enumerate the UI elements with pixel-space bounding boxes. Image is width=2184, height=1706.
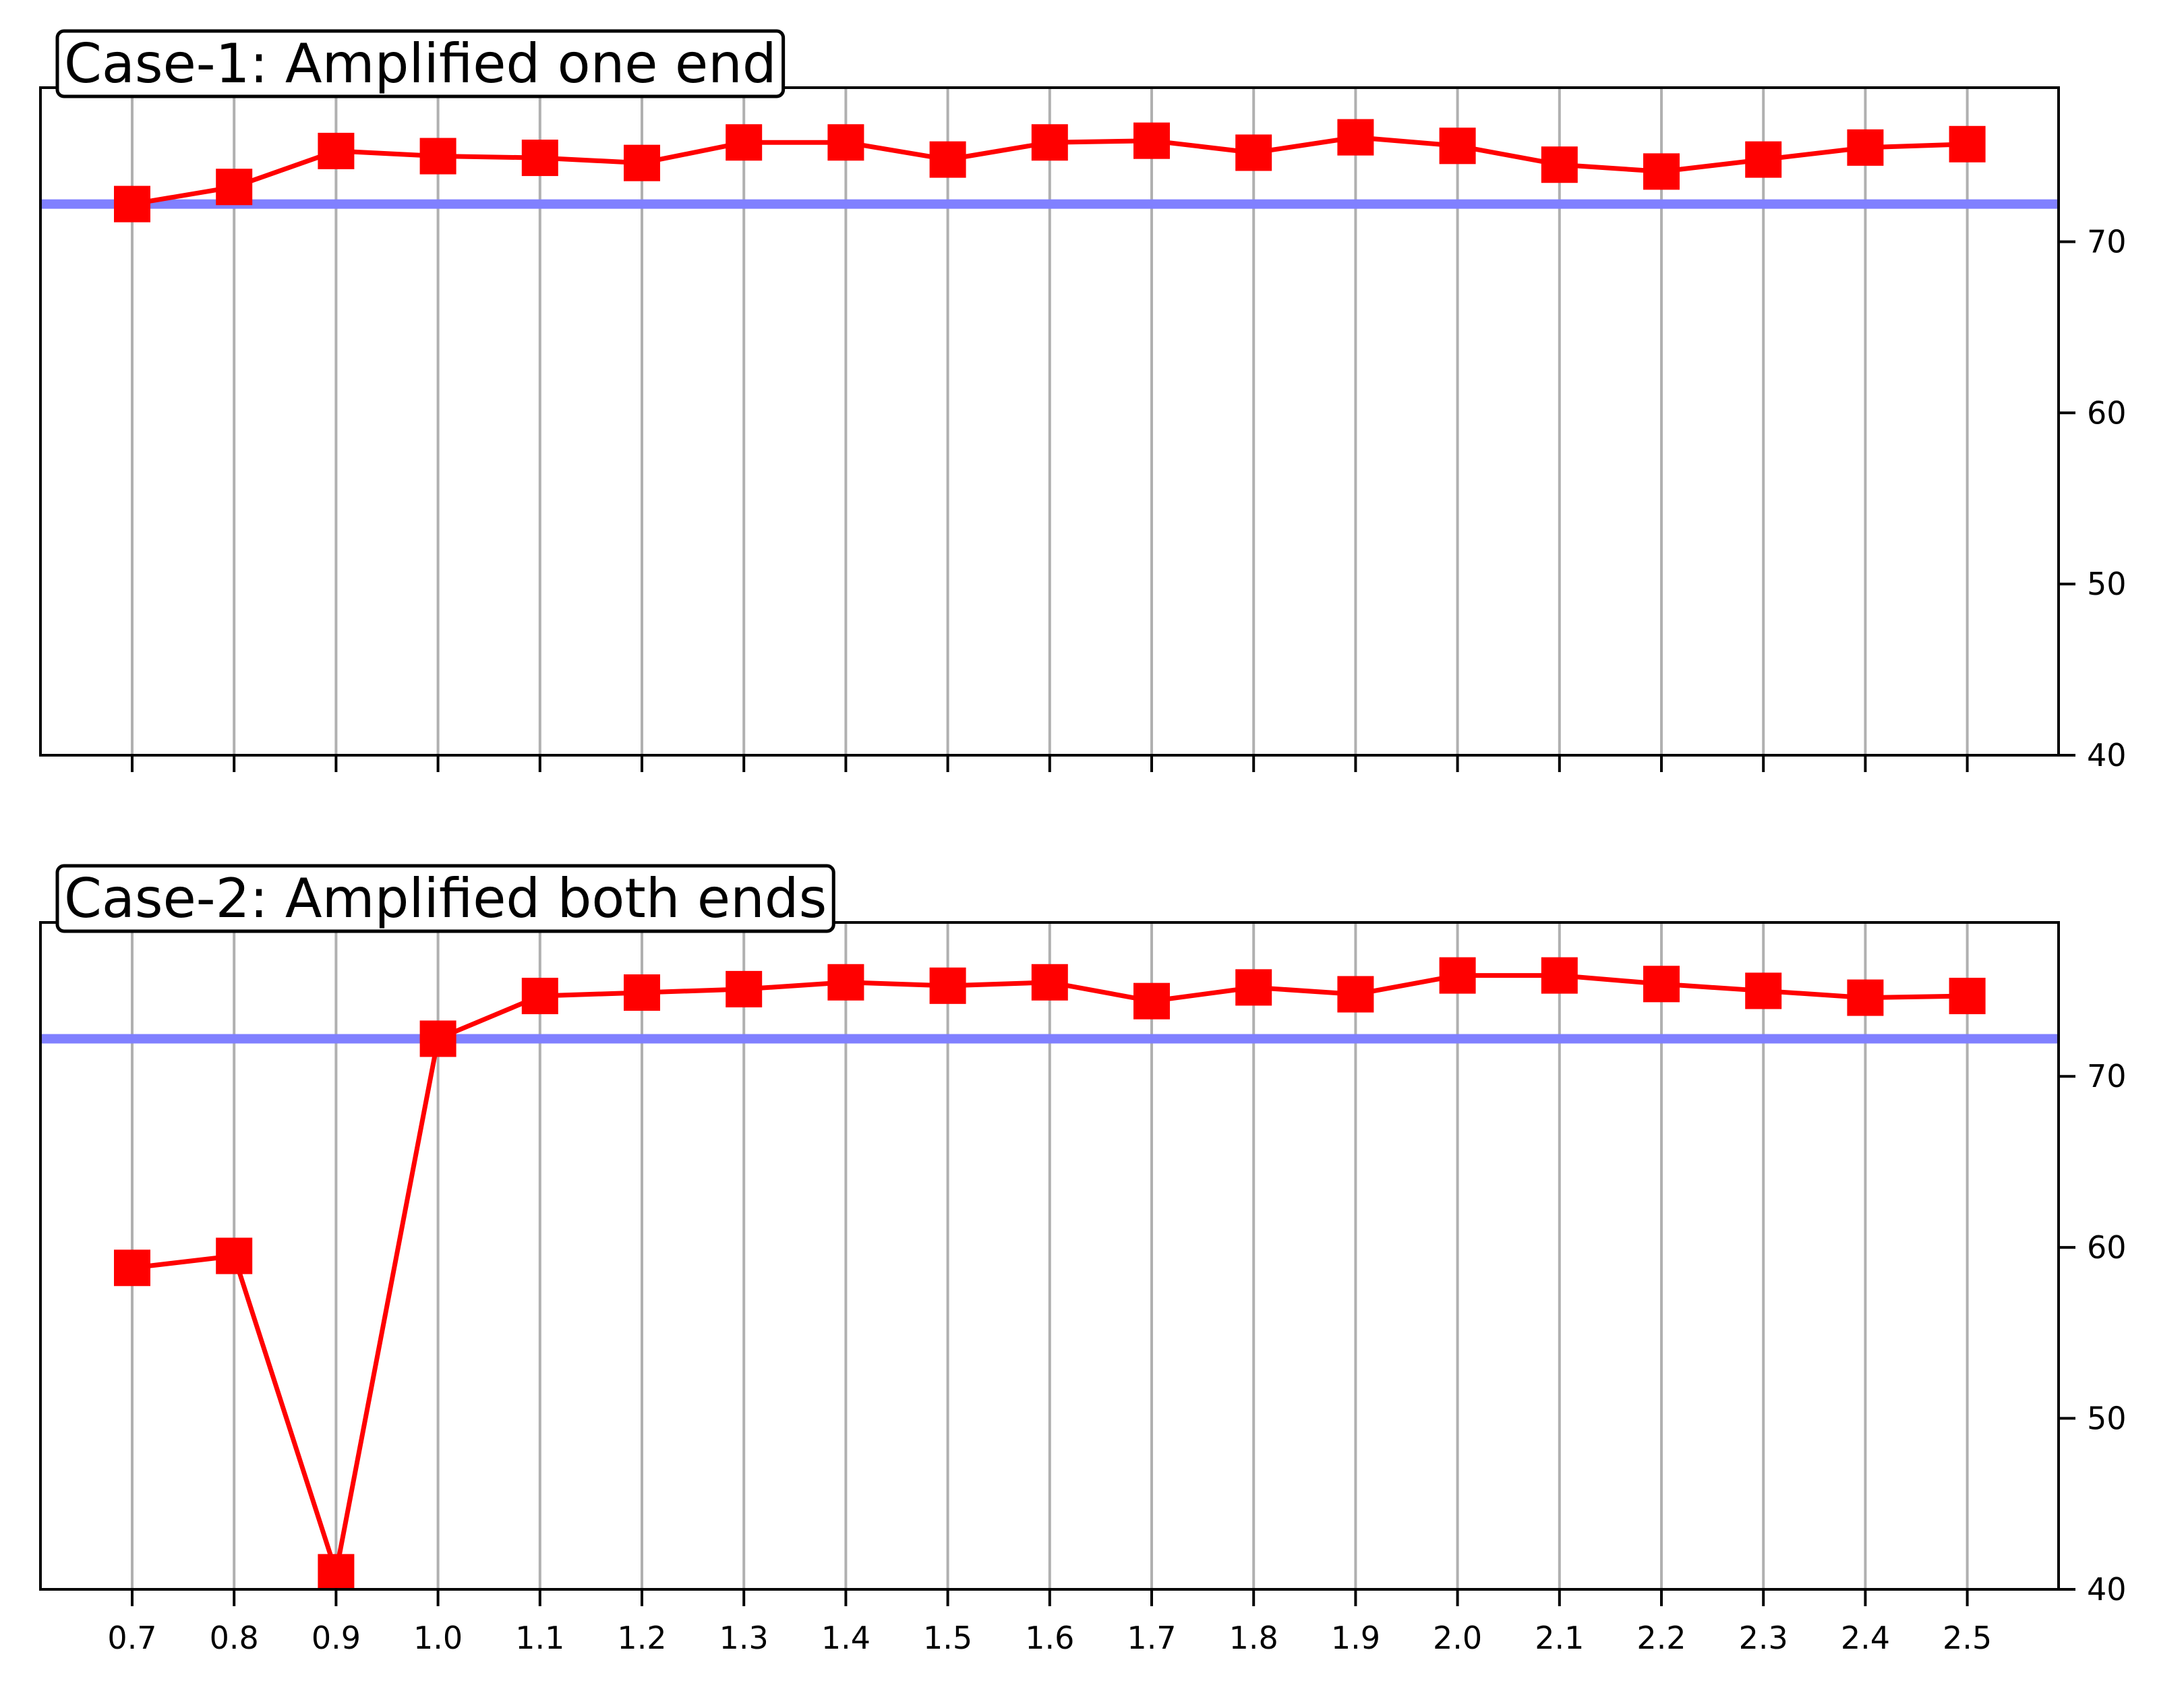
title-text: Case-2: Amplified both ends [64, 867, 827, 930]
data-point-marker [419, 138, 456, 175]
data-point-marker [624, 144, 660, 181]
data-point-marker [1949, 125, 1986, 163]
data-point-marker [624, 974, 660, 1011]
data-point-marker [419, 1020, 456, 1057]
x-tick-label: 1.6 [1025, 1620, 1074, 1656]
data-point-marker [1745, 972, 1782, 1009]
panel-case-1: 40 50 60 70 Case-1: Amplified one end [39, 29, 2127, 773]
data-point-marker [1949, 978, 1986, 1015]
data-point-marker [1541, 146, 1578, 183]
x-tick-label: 0.8 [210, 1620, 259, 1656]
data-point-marker [1439, 957, 1476, 994]
data-point-marker [521, 140, 558, 177]
data-point-marker [1235, 134, 1272, 171]
y-tick-label: 70 [2087, 223, 2127, 260]
y-tick-label: 50 [2087, 566, 2127, 602]
data-point-marker [929, 141, 966, 178]
x-tick-label: 2.5 [1943, 1620, 1992, 1656]
title-box [55, 29, 786, 98]
data-point-marker [929, 967, 966, 1004]
x-tick-label: 2.3 [1739, 1620, 1788, 1656]
x-tick-label: 2.0 [1433, 1620, 1482, 1656]
x-tick-label: 1.5 [923, 1620, 972, 1656]
data-point-marker [1133, 122, 1170, 159]
data-point-marker [1439, 127, 1476, 165]
data-point-marker [726, 124, 763, 161]
title-box [55, 864, 835, 933]
x-tick-label: 1.4 [821, 1620, 870, 1656]
data-point-marker [114, 1249, 150, 1287]
data-point-marker [1031, 124, 1068, 161]
x-tick-label: 2.2 [1636, 1620, 1686, 1656]
data-point-marker [1745, 141, 1782, 178]
y-tick-label: 40 [2087, 737, 2127, 773]
panel-case-2: 40 50 60 70 0.7 0.8 0.9 1.0 1.1 1.2 1.3 1.4 1.5 1.6 1.… [39, 864, 2127, 1656]
data-point-marker [114, 185, 150, 223]
data-point-marker [1337, 119, 1374, 156]
data-point-marker [1643, 153, 1680, 190]
x-tick-label: 1.3 [719, 1620, 769, 1656]
x-tick-label: 1.7 [1127, 1620, 1176, 1656]
x-tick-label: 1.8 [1229, 1620, 1278, 1656]
data-point-marker [1031, 964, 1068, 1001]
y-tick-label: 60 [2087, 394, 2127, 431]
data-point-marker [216, 169, 253, 206]
data-point-marker [1541, 957, 1578, 994]
data-point-marker [216, 1237, 253, 1274]
data-point-marker [1847, 129, 1884, 166]
data-point-marker [827, 964, 864, 1001]
x-tick-label: 1.2 [617, 1620, 666, 1656]
data-point-marker [1133, 982, 1170, 1020]
x-tick-label: 2.4 [1841, 1620, 1890, 1656]
data-point-marker [521, 978, 558, 1015]
data-point-marker [1337, 976, 1374, 1013]
y-tick-label: 70 [2087, 1058, 2127, 1094]
data-point-marker [1235, 969, 1272, 1006]
x-tick-label: 0.9 [312, 1620, 361, 1656]
x-tick-label: 1.1 [515, 1620, 564, 1656]
data-point-marker [726, 970, 763, 1007]
data-point-marker [318, 1554, 355, 1591]
data-point-marker [318, 132, 355, 169]
x-tick-label: 1.9 [1331, 1620, 1380, 1656]
panel-title: Case-1: Amplified one end [55, 29, 786, 98]
x-tick-label: 2.1 [1535, 1620, 1584, 1656]
x-tick-label: 0.7 [107, 1620, 156, 1656]
data-point-marker [1847, 979, 1884, 1016]
panel-title: Case-2: Amplified both ends [55, 864, 835, 933]
data-point-marker [827, 124, 864, 161]
y-tick-label: 60 [2087, 1229, 2127, 1266]
data-point-marker [1643, 966, 1680, 1003]
title-text: Case-1: Amplified one end [64, 32, 777, 95]
y-tick-label: 40 [2087, 1571, 2127, 1608]
y-tick-label: 50 [2087, 1400, 2127, 1436]
x-tick-label: 1.0 [413, 1620, 463, 1656]
